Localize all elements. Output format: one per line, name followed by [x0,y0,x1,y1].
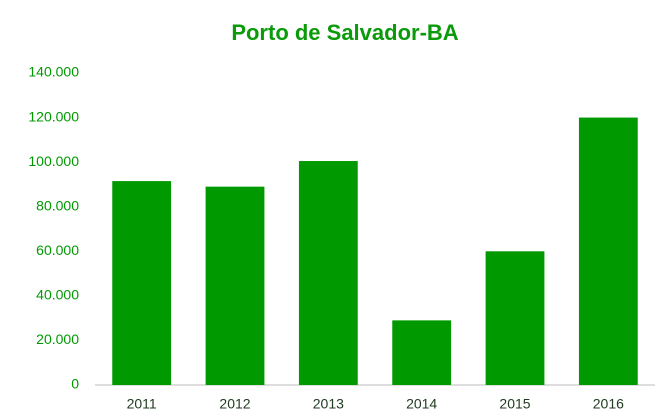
x-tick-label: 2012 [219,396,250,411]
y-tick-label: 100.000 [28,153,79,169]
bar [578,117,638,386]
x-tick-label: 2013 [313,396,344,411]
y-tick-label: 60.000 [36,242,79,258]
y-tick-label: 20.000 [36,331,79,347]
y-tick-label: 40.000 [36,287,79,303]
x-tick-label: 2011 [127,396,157,411]
x-tick-label: 2015 [499,396,530,411]
x-tick-label: 2016 [593,396,624,411]
bar [485,251,545,385]
bar [112,181,172,385]
bar [298,161,358,385]
bar [205,186,265,385]
y-tick-label: 80.000 [36,197,79,213]
chart-title: Porto de Salvador-BA [231,20,458,45]
x-tick-label: 2014 [406,396,437,411]
y-tick-label: 0 [71,376,79,392]
bar [392,320,452,385]
y-tick-label: 140.000 [28,64,79,80]
y-tick-label: 120.000 [28,108,79,124]
